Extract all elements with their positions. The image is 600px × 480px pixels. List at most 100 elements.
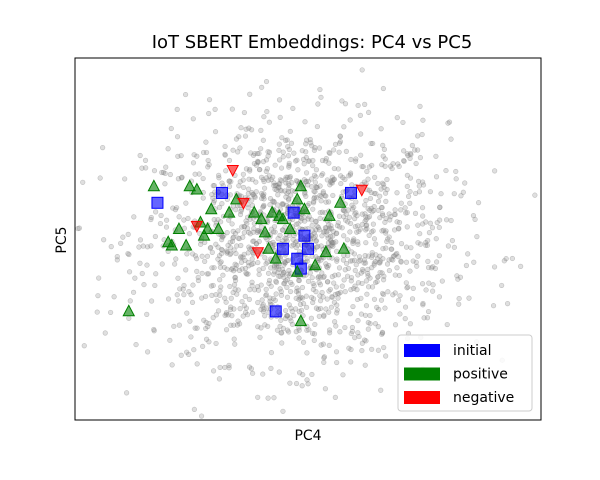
background-point [247, 246, 253, 252]
background-point [315, 306, 322, 312]
background-point [234, 322, 241, 328]
background-point [334, 258, 340, 264]
background-point [230, 147, 236, 153]
background-point [426, 230, 433, 236]
positive-point [298, 202, 311, 215]
background-point [273, 278, 279, 284]
background-point [288, 192, 294, 198]
positive-point [165, 238, 179, 251]
background-point [280, 201, 286, 207]
background-point [313, 184, 319, 190]
background-point [310, 330, 316, 336]
background-point [330, 233, 336, 239]
background-point [362, 312, 369, 318]
background-point [239, 266, 245, 272]
background-point [420, 179, 426, 185]
background-point [300, 156, 307, 162]
background-point [305, 178, 311, 184]
background-point [451, 191, 457, 197]
background-point [453, 168, 459, 175]
background-point [173, 256, 179, 262]
background-point [235, 287, 241, 293]
background-point [277, 232, 283, 239]
background-point [282, 235, 288, 241]
background-point [311, 235, 317, 241]
background-point [208, 283, 214, 289]
background-point [260, 265, 266, 271]
background-point [352, 211, 358, 217]
background-point [181, 282, 187, 289]
background-point [271, 224, 278, 230]
background-point [328, 238, 334, 244]
background-point [327, 225, 333, 231]
background-point [390, 161, 396, 167]
background-point [382, 219, 388, 225]
background-point [283, 236, 289, 242]
background-point [279, 202, 286, 208]
background-point [249, 279, 255, 285]
background-point [326, 149, 332, 156]
background-point [342, 176, 348, 182]
background-point [324, 177, 330, 183]
background-point [354, 296, 361, 303]
background-point [423, 287, 429, 293]
legend-swatch-negative [404, 391, 440, 404]
background-point [335, 295, 341, 301]
background-point [233, 250, 239, 257]
background-point [352, 335, 358, 341]
background-point [351, 285, 357, 292]
background-point [318, 193, 324, 199]
background-point [262, 185, 268, 191]
background-point [288, 140, 295, 146]
background-point [278, 317, 284, 323]
background-point [419, 131, 425, 138]
background-point [200, 195, 206, 201]
background-point [398, 259, 404, 265]
background-point [137, 260, 143, 266]
background-point [415, 222, 421, 228]
background-point [265, 395, 271, 401]
background-point [251, 226, 257, 232]
background-point [368, 140, 374, 147]
background-point [369, 229, 375, 235]
background-point [335, 272, 342, 278]
background-point [346, 173, 352, 179]
background-point [199, 295, 205, 301]
background-point [250, 192, 256, 198]
background-point [451, 244, 458, 250]
background-point [260, 302, 266, 308]
background-point [334, 307, 340, 313]
background-point [293, 158, 299, 164]
background-point [96, 275, 102, 281]
background-point [362, 101, 368, 107]
background-point [363, 227, 369, 233]
initial-point [291, 252, 304, 265]
background-point [216, 253, 223, 259]
background-point [241, 303, 248, 309]
background-point [310, 286, 316, 293]
background-point [164, 217, 170, 223]
background-point [247, 166, 253, 172]
background-point [323, 158, 329, 164]
background-point [377, 215, 383, 221]
background-point [124, 390, 130, 396]
background-point [288, 279, 294, 286]
background-point [327, 182, 333, 188]
background-point [227, 283, 233, 290]
background-point [191, 347, 197, 353]
background-point [430, 288, 436, 294]
background-point [293, 288, 299, 295]
background-point [384, 261, 391, 267]
background-point [263, 291, 270, 298]
background-point [336, 140, 343, 146]
background-point [220, 234, 226, 240]
background-point [263, 78, 270, 85]
negative-point [251, 247, 265, 260]
negative-point [355, 184, 369, 197]
initial-point [151, 196, 164, 209]
positive-point [308, 258, 322, 271]
background-point [410, 258, 416, 264]
background-point [325, 235, 331, 241]
background-point [300, 372, 306, 378]
background-point [276, 369, 282, 375]
